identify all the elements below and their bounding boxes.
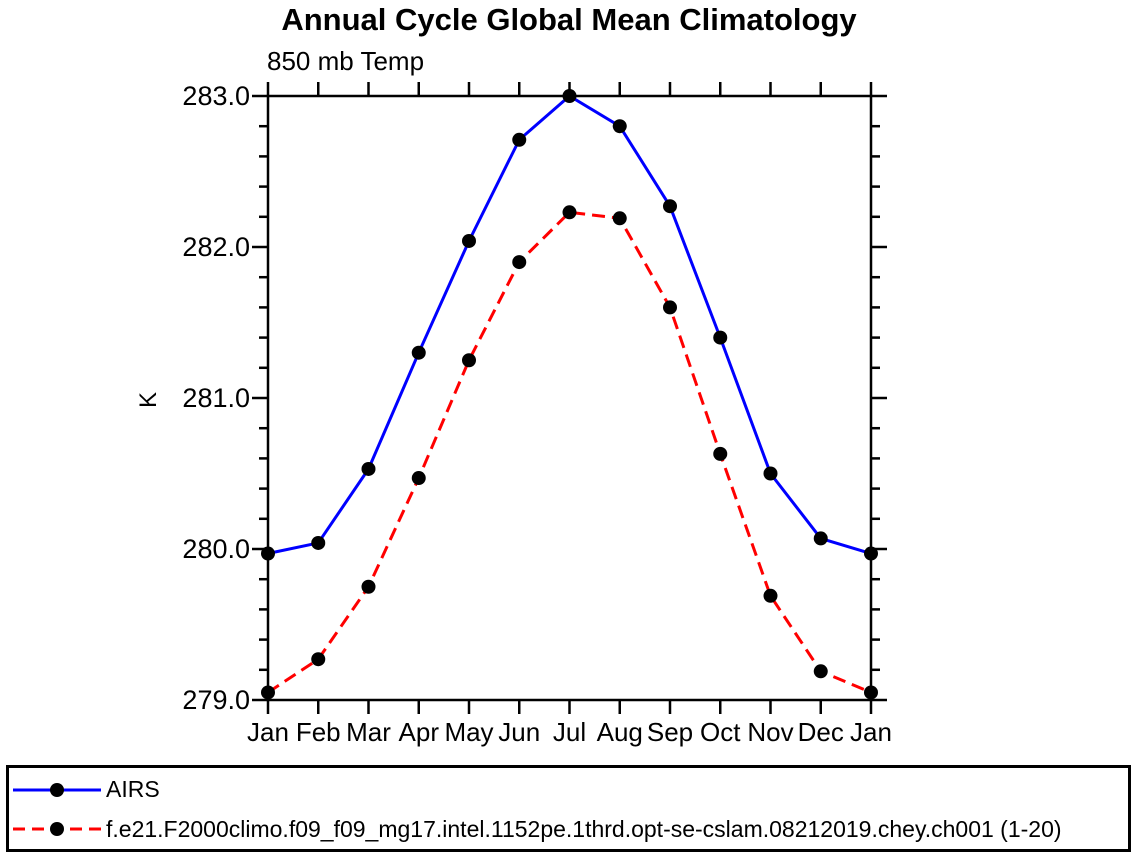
data-point-marker [411,471,426,486]
x-tick-label: Jun [498,717,540,747]
chart-title: Annual Cycle Global Mean Climatology [281,2,857,37]
legend-marker-icon [50,782,64,797]
data-point-marker [462,353,476,368]
chart-subtitle: 850 mb Temp [267,46,425,76]
x-tick-label: Mar [346,717,391,747]
data-point-marker [763,466,778,481]
data-point-marker [612,211,627,226]
data-point-marker [864,546,878,561]
x-tick-label: Dec [798,717,844,747]
data-point-marker [713,330,728,345]
y-tick-label: 280.0 [182,534,250,564]
x-tick-label: May [444,717,493,747]
data-point-marker [663,300,677,315]
legend-row: AIRS [9,771,1128,808]
x-tick-label: Nov [747,717,793,747]
series-line [267,210,872,694]
x-tick-label: Feb [296,717,341,747]
legend-series-label: AIRS [106,776,160,803]
x-tick-label: Jan [850,717,892,747]
data-point-marker [512,132,527,147]
legend-row: f.e21.F2000climo.f09_f09_mg17.intel.1152… [9,811,1128,848]
legend-line-sample [13,782,101,797]
data-point-marker [311,652,326,667]
data-point-marker [813,531,828,546]
data-point-marker [311,535,326,550]
y-tick-label: 279.0 [182,685,250,715]
y-tick-label: 283.0 [182,81,250,111]
data-point-marker [562,89,577,103]
plot-area: Jan Feb Mar Apr May Jun Jul Aug Sep Oct Nov Dec Jan2… [182,81,892,747]
data-point-marker [663,199,677,214]
legend-marker-icon [50,822,64,837]
data-point-marker [411,345,426,360]
data-point-marker [713,446,728,461]
legend-series-label: f.e21.F2000climo.f09_f09_mg17.intel.1152… [106,815,1062,842]
data-point-marker [763,588,778,603]
data-point-marker [813,664,828,679]
legend-line-sample [13,822,101,837]
x-tick-label: Sep [647,717,693,747]
series-line [267,94,872,555]
data-point-marker [562,205,577,220]
data-point-marker [864,685,878,700]
y-tick-label: 281.0 [182,383,250,413]
x-tick-label: Aug [597,717,643,747]
data-point-marker [361,579,376,594]
x-tick-label: Jul [553,717,586,747]
data-point-marker [462,233,476,248]
data-point-marker [261,685,275,700]
data-point-marker [361,461,376,476]
legend-box: AIRS f.e21.F2000climo.f09_f09_mg17.intel.… [6,765,1131,852]
y-tick-label: 282.0 [182,232,250,262]
data-point-marker [512,255,527,270]
data-point-marker [612,119,627,134]
x-tick-label: Apr [399,717,440,747]
x-tick-label: Jan [247,717,289,747]
x-tick-label: Oct [700,717,741,747]
data-point-marker [261,546,275,561]
